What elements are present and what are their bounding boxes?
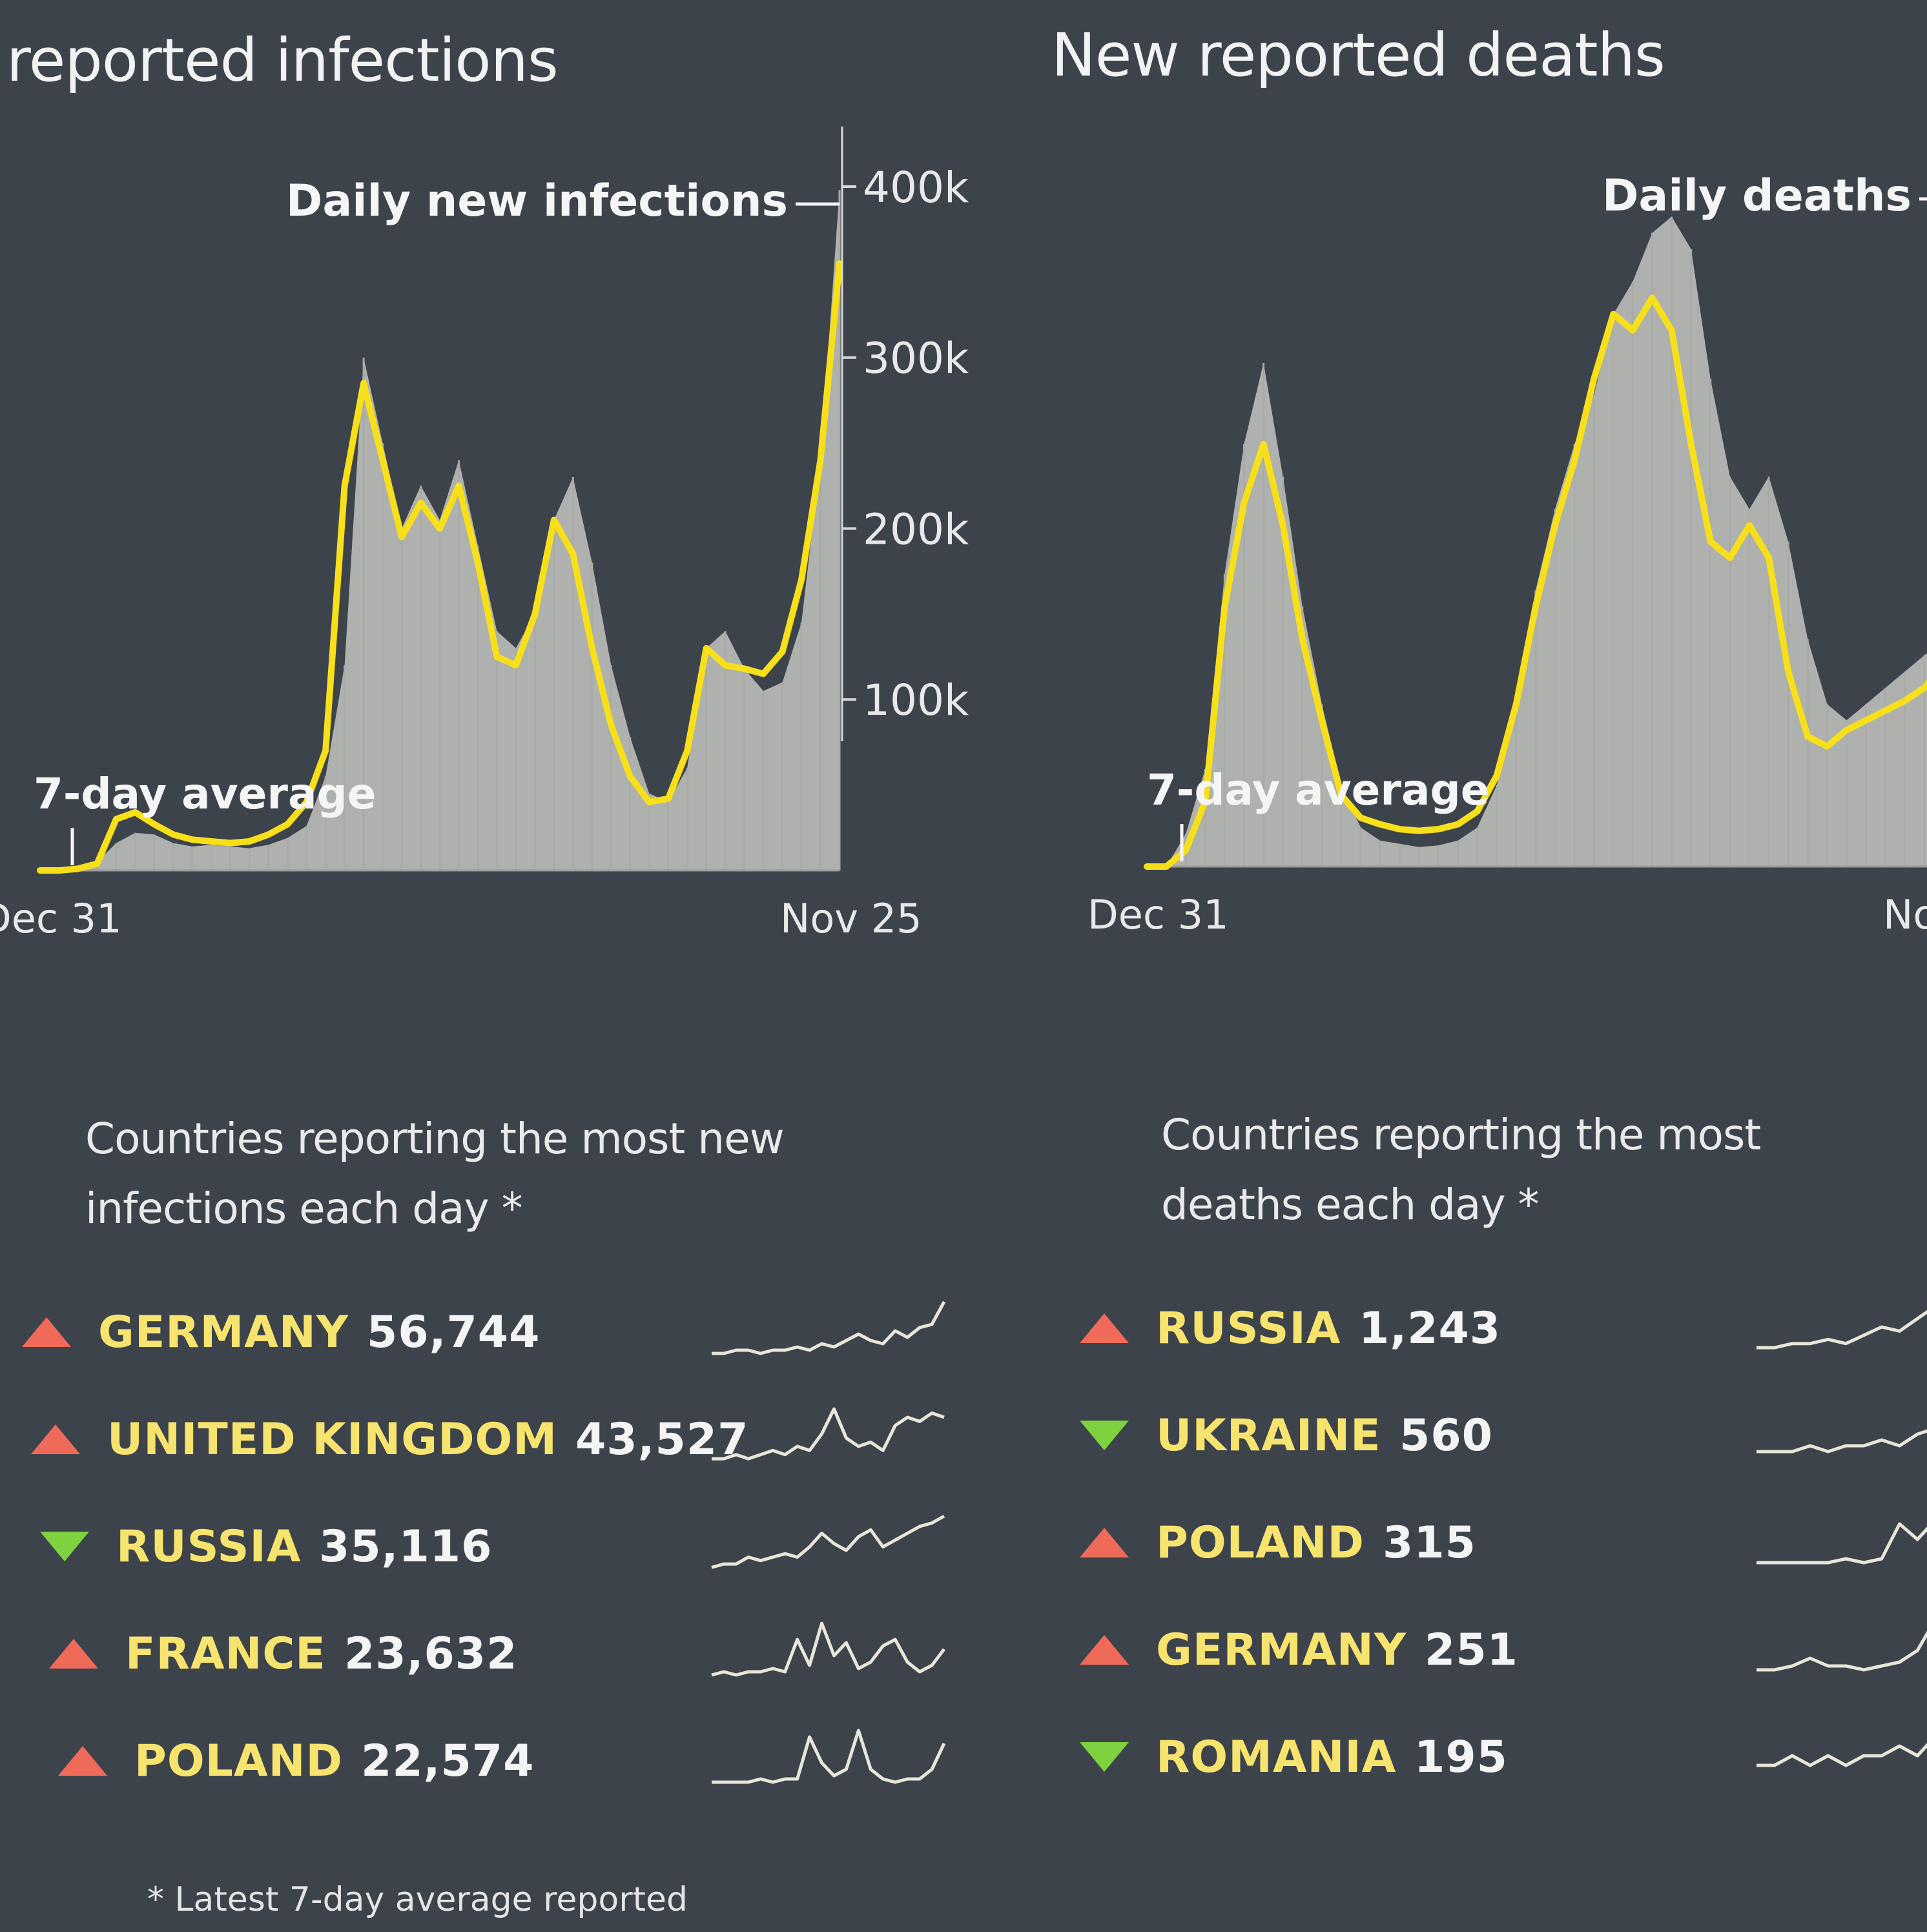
seven-day-average-line — [37, 260, 843, 874]
country-row: FRANCE 23,632 — [49, 1617, 992, 1694]
country-value: 43,527 — [575, 1414, 749, 1465]
sparkline-path — [1757, 1522, 1927, 1565]
country-row: POLAND 315 — [1080, 1506, 1927, 1583]
country-sparkline — [1757, 1630, 1927, 1672]
country-name: GERMANY — [98, 1307, 349, 1358]
country-name: FRANCE — [125, 1629, 326, 1680]
country-sparkline — [1757, 1743, 1927, 1767]
country-value: 22,574 — [361, 1736, 535, 1787]
country-sparkline — [1757, 1522, 1927, 1565]
y-tick-label: 200k — [863, 504, 969, 554]
trend-up-icon — [49, 1639, 98, 1669]
country-row: POLAND 22,574 — [58, 1724, 1001, 1802]
x-end-label: Nov 25 — [780, 895, 922, 942]
deaths-list-heading-line2: deaths each day * — [1161, 1180, 1540, 1229]
country-name: POLAND — [1156, 1517, 1365, 1568]
country-name: ROMANIA — [1156, 1732, 1397, 1783]
infections-list-heading-line2: infections each day * — [85, 1184, 523, 1233]
country-value: 315 — [1383, 1517, 1476, 1568]
deaths-list-heading-line1: Countries reporting the most — [1161, 1110, 1761, 1160]
trend-up-icon — [1080, 1528, 1129, 1557]
country-row: UKRAINE 560 — [1080, 1399, 1927, 1476]
country-sparkline — [712, 1300, 946, 1355]
country-name: GERMANY — [1156, 1625, 1407, 1676]
sparkline-path — [1757, 1429, 1927, 1454]
country-sparkline — [712, 1407, 945, 1461]
infections-list-heading-line1: Countries reporting the most new — [85, 1114, 785, 1164]
infections-list-heading: Countries reporting the most new infecti… — [85, 1104, 785, 1244]
country-row: RUSSIA 35,116 — [40, 1510, 983, 1587]
country-value: 251 — [1425, 1625, 1518, 1676]
seven-day-average-line — [1144, 294, 1927, 870]
sparkline-path — [711, 1514, 945, 1569]
country-sparkline — [711, 1621, 945, 1677]
y-tick-label: 400k — [863, 163, 969, 212]
country-value: 23,632 — [344, 1629, 518, 1680]
footnote: * Latest 7-day average reported — [147, 1880, 688, 1919]
daily-series-area — [1147, 216, 1927, 867]
infections-chart: 100k 200k 300k 400k Daily new infections 7-da… — [0, 127, 969, 942]
daily-series-label: Daily new infections — [286, 176, 788, 227]
sparkline-path — [712, 1729, 946, 1784]
country-row: RUSSIA 1,243 — [1080, 1291, 1927, 1369]
trend-up-icon — [58, 1746, 107, 1776]
avg-series-label: 7-day average — [1147, 765, 1489, 815]
sparkline-path — [711, 1621, 945, 1677]
deaths-chart-title: New reported deaths — [1051, 21, 1665, 90]
country-row: ROMANIA 195 — [1080, 1720, 1927, 1798]
trend-up-icon — [1080, 1635, 1129, 1665]
country-sparkline — [711, 1514, 945, 1569]
country-name: RUSSIA — [116, 1521, 302, 1572]
sparkline-path — [1757, 1310, 1927, 1350]
country-name: UKRAINE — [1156, 1410, 1381, 1461]
x-end-label: No — [1883, 891, 1927, 938]
country-row: GERMANY 56,744 — [22, 1295, 965, 1373]
sparkline-path — [1757, 1743, 1927, 1767]
infections-chart-title: reported infections — [6, 26, 559, 95]
x-start-label: Dec 31 — [1087, 891, 1229, 938]
trend-down-icon — [1080, 1421, 1129, 1450]
country-value: 56,744 — [367, 1307, 541, 1358]
trend-down-icon — [1080, 1742, 1129, 1772]
country-value: 560 — [1399, 1410, 1493, 1461]
country-name: UNITED KINGDOM — [107, 1414, 558, 1465]
country-name: POLAND — [134, 1736, 343, 1787]
country-row: GERMANY 251 — [1080, 1613, 1927, 1690]
country-row: UNITED KINGDOM 43,527 — [31, 1403, 974, 1480]
country-sparkline — [1757, 1429, 1927, 1454]
deaths-chart: Daily deaths 7-day average Dec 31 No — [1087, 170, 1927, 938]
country-sparkline — [712, 1729, 946, 1784]
y-tick-label: 300k — [863, 334, 969, 384]
sparkline-path — [712, 1407, 945, 1461]
trend-down-icon — [40, 1532, 89, 1561]
country-name: RUSSIA — [1156, 1303, 1341, 1354]
y-tick-label: 100k — [863, 675, 969, 725]
country-value: 195 — [1414, 1732, 1508, 1783]
sparkline-path — [712, 1300, 946, 1355]
x-start-label: Dec 31 — [0, 895, 122, 942]
country-value: 1,243 — [1359, 1303, 1501, 1354]
avg-series-label: 7-day average — [34, 769, 376, 819]
country-sparkline — [1757, 1310, 1927, 1350]
trend-up-icon — [1080, 1313, 1129, 1343]
sparkline-path — [1757, 1630, 1927, 1672]
trend-up-icon — [22, 1317, 71, 1347]
trend-up-icon — [31, 1424, 80, 1454]
deaths-list-heading: Countries reporting the most deaths each… — [1161, 1100, 1761, 1240]
country-value: 35,116 — [319, 1521, 493, 1572]
daily-series-label: Daily deaths — [1602, 170, 1912, 221]
